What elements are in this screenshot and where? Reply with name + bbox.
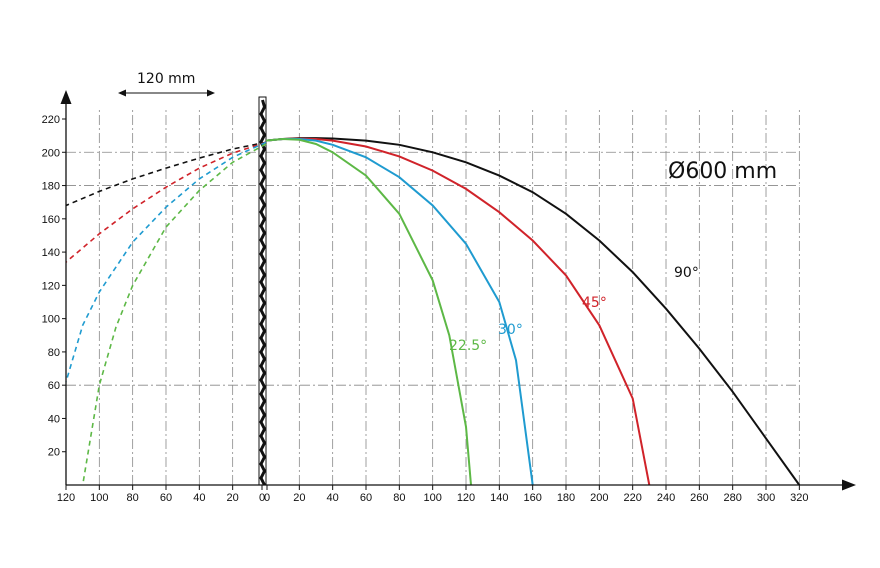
x-tick-label: 260 [690,492,708,504]
series-line [265,137,651,486]
x-tick-label: 100 [423,492,441,504]
x-tick-label: 20 [293,492,305,504]
y-tick-label: 220 [42,114,60,126]
y-axis-arrow [60,90,72,104]
series-label: 22.5° [449,338,487,354]
y-tick-label: 160 [42,214,60,226]
diameter-label: Ø600 mm [668,159,777,184]
series-line-dashed [65,141,267,383]
x-tick-label: 80 [127,492,139,504]
y-tick-label: 120 [42,280,60,292]
y-tick-label: 40 [48,413,60,425]
x-tick-label: 240 [657,492,675,504]
x-tick-label: 60 [360,492,372,504]
series-label: 90° [674,265,699,281]
x-tick-label: 180 [557,492,575,504]
x-tick-label: 220 [623,492,641,504]
x-tick-label: 120 [457,492,475,504]
series-line-dashed [81,143,267,486]
x-tick-label: 320 [790,492,808,504]
series-group: 90° 45° 30° 22.5° [65,137,801,486]
y-tick-label: 200 [42,147,60,159]
x-tick-label: 280 [723,492,741,504]
x-tick-label: 200 [590,492,608,504]
x-tick-label: 140 [490,492,508,504]
x-tick-label: 60 [160,492,172,504]
x-tick-label: 80 [393,492,405,504]
y-tick-label: 100 [42,314,60,326]
y-tick-label: 140 [42,247,60,259]
x-tick-label: 100 [90,492,108,504]
series-line-dashed [65,141,267,263]
dimension-label: 120 mm [137,71,195,87]
dimension-arrow: 120 mm [118,71,215,97]
x-tick-label: 160 [523,492,541,504]
dimension-arrow-left-head [118,89,126,97]
wall-hatch [259,99,267,486]
x-tick-label: 40 [327,492,339,504]
y-tick-label: 20 [48,447,60,459]
x-tick-label: 120 [57,492,75,504]
series-line [265,137,472,486]
x-tick-label: 0 [259,492,265,504]
x-tick-label: 40 [193,492,205,504]
x-axis-arrow [842,479,856,491]
x-tick-label: 20 [227,492,239,504]
series-line-dashed [65,141,267,207]
series-label: 30° [498,322,523,338]
x-tick-label: 0 [264,492,270,504]
dimension-arrow-right-head [207,89,215,97]
y-tick-label: 60 [48,380,60,392]
y-tick-label: 80 [48,347,60,359]
x-tick-label: 300 [757,492,775,504]
series-label: 45° [582,295,607,311]
wall [258,96,267,486]
y-tick-label: 180 [42,181,60,193]
axes [60,90,856,491]
